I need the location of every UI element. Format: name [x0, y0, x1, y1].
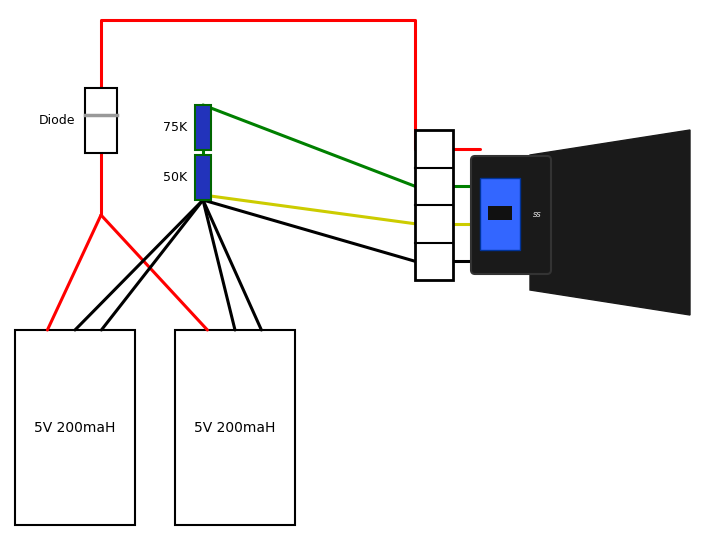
Text: Diode: Diode: [39, 114, 75, 127]
Text: SS: SS: [533, 212, 542, 218]
Bar: [195, 105, 211, 150]
Bar: [175, 330, 295, 525]
Bar: [195, 155, 211, 200]
Bar: [415, 130, 453, 280]
Bar: [15, 330, 135, 525]
Text: 75K: 75K: [163, 121, 187, 134]
Bar: [85, 88, 117, 153]
Bar: [480, 178, 520, 250]
FancyBboxPatch shape: [471, 156, 551, 274]
Text: 5V 200maH: 5V 200maH: [35, 421, 116, 434]
Text: 5V 200maH: 5V 200maH: [194, 421, 275, 434]
Text: 50K: 50K: [163, 171, 187, 184]
Bar: [488, 206, 512, 220]
Polygon shape: [530, 130, 690, 315]
